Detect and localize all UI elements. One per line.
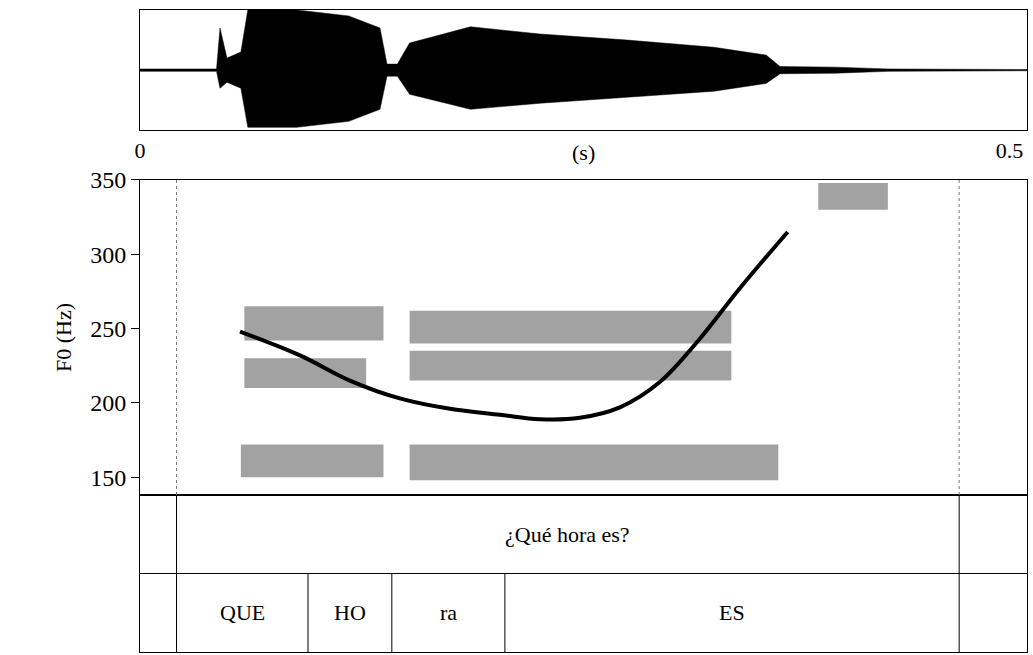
svg-text:350: 350 [90, 167, 126, 193]
svg-text:300: 300 [90, 242, 126, 268]
svg-text:ra: ra [440, 600, 457, 625]
svg-text:250: 250 [90, 316, 126, 342]
svg-text:HO: HO [334, 600, 366, 625]
svg-text:200: 200 [90, 390, 126, 416]
svg-text:F0 (Hz): F0 (Hz) [51, 303, 76, 372]
svg-text:¿Qué hora es?: ¿Qué hora es? [505, 522, 630, 547]
svg-text:(s): (s) [572, 140, 595, 165]
svg-text:0: 0 [135, 138, 146, 163]
svg-text:150: 150 [90, 465, 126, 491]
svg-text:QUE: QUE [220, 600, 265, 625]
svg-text:0.5: 0.5 [996, 138, 1024, 163]
svg-text:ES: ES [719, 600, 745, 625]
